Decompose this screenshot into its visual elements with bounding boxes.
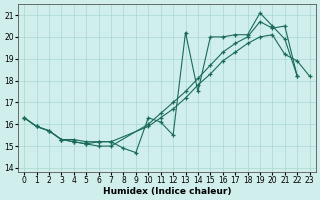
X-axis label: Humidex (Indice chaleur): Humidex (Indice chaleur)	[103, 187, 231, 196]
